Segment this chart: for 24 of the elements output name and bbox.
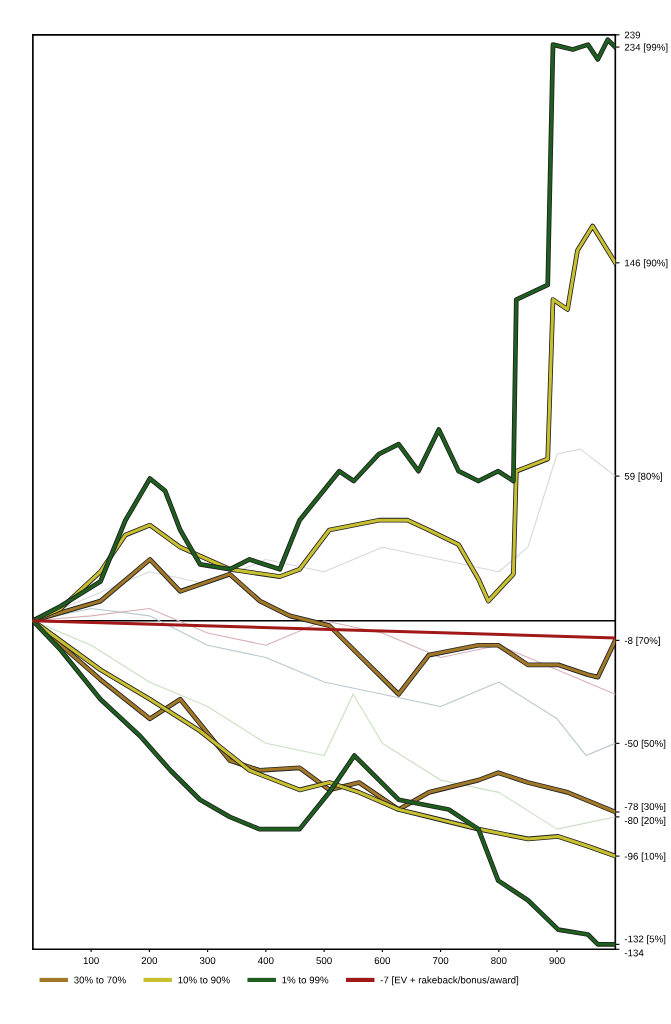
y-tick-label: 234 [99%] [624, 43, 668, 53]
y-tick-label: -78 [30%] [624, 802, 666, 812]
y-tick-label: 146 [90%] [625, 259, 668, 269]
legend-label: 30% to 70% [74, 976, 126, 984]
legend-label: 1% to 99% [282, 976, 329, 984]
y-tick-label: -132 [5%] [624, 935, 666, 945]
x-tick-label: 700 [432, 957, 449, 965]
y-tick-label: -50 [50%] [624, 739, 666, 749]
legend-label: 10% to 90% [178, 976, 230, 984]
x-tick-label: 300 [199, 957, 216, 965]
y-tick-label: 59 [80%] [624, 472, 663, 482]
x-tick-label: 200 [141, 957, 158, 965]
x-tick-label: 100 [83, 957, 99, 965]
legend-label: -7 [EV + rakeback/bonus/award] [380, 976, 519, 986]
x-tick-label: 600 [374, 957, 391, 965]
x-tick-label: 500 [316, 957, 332, 965]
y-tick-label: 239 [624, 31, 641, 39]
x-tick-label: 800 [491, 957, 507, 965]
y-tick-label: -8 [70%] [624, 636, 660, 646]
y-tick-label: -134 [624, 949, 644, 957]
y-tick-label: -96 [10%] [624, 852, 666, 862]
x-tick-label: 900 [549, 957, 565, 965]
y-tick-label: -80 [20%] [624, 816, 666, 826]
x-tick-label: 400 [257, 957, 274, 965]
